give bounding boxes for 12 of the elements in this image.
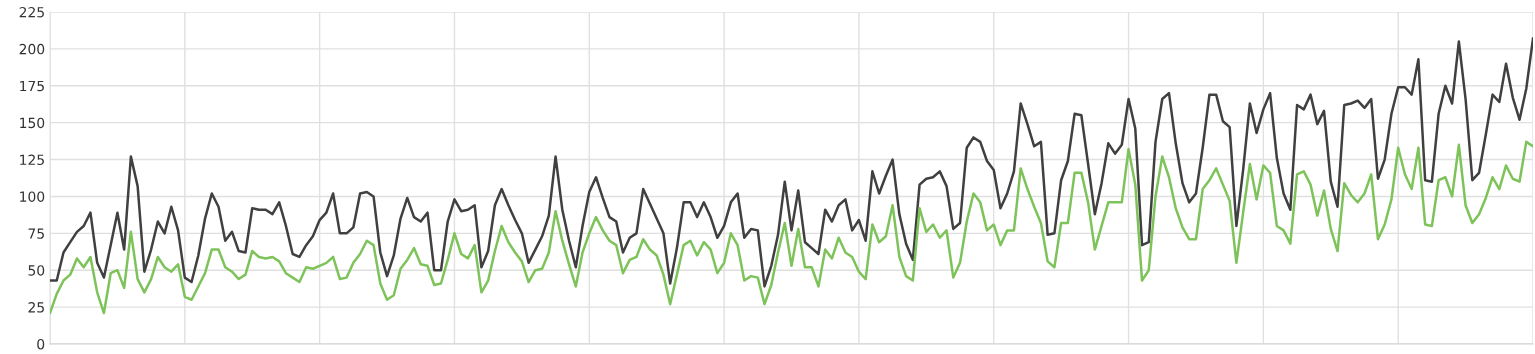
y-tick-label: 100	[20, 191, 45, 202]
y-tick-label: 25	[28, 302, 44, 313]
y-tick-label: 50	[28, 265, 45, 276]
line-series	[50, 37, 1533, 288]
line-series	[50, 140, 1533, 315]
y-tick-label: 225	[19, 6, 44, 18]
y-tick-label: 0	[37, 338, 45, 350]
y-tick-label: 75	[28, 228, 44, 239]
y-tick-label: 175	[20, 80, 44, 92]
y-tick-label: 150	[20, 117, 45, 129]
y-tick-label: 200	[19, 43, 45, 55]
y-tick-label: 125	[20, 154, 44, 166]
